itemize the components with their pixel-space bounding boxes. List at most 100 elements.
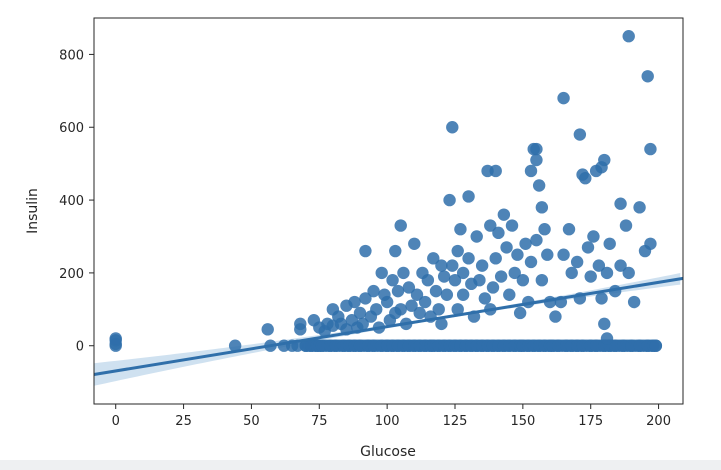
data-point — [448, 273, 462, 287]
data-point — [228, 339, 242, 352]
data-point — [503, 288, 516, 301]
data-point — [418, 295, 432, 309]
data-point — [619, 219, 633, 232]
data-point — [549, 310, 562, 323]
data-point — [627, 295, 641, 309]
data-point — [557, 91, 570, 105]
data-point — [473, 273, 486, 287]
data-point — [579, 172, 592, 185]
data-point — [478, 292, 492, 305]
data-point — [353, 306, 367, 320]
x-tick-label: 75 — [311, 414, 328, 429]
data-point — [497, 208, 511, 221]
x-tick-label: 50 — [243, 414, 260, 429]
data-point — [641, 70, 654, 83]
data-point — [592, 259, 606, 272]
data-point — [530, 142, 543, 156]
data-point — [562, 223, 576, 236]
data-point — [435, 259, 448, 272]
data-point — [397, 266, 410, 280]
plot-frame — [93, 17, 684, 405]
data-point — [475, 259, 489, 272]
y-axis-ticks: 0 200 400 600 800 — [59, 48, 94, 355]
data-point — [446, 121, 459, 134]
data-point — [603, 237, 616, 250]
data-points — [109, 30, 663, 352]
data-point — [595, 292, 608, 305]
data-point — [109, 332, 122, 345]
y-tick-label: 800 — [59, 48, 84, 63]
data-point — [614, 197, 627, 210]
data-point — [622, 266, 635, 280]
data-point — [489, 164, 502, 178]
data-point — [492, 226, 505, 240]
data-point — [456, 266, 470, 280]
regression-line — [93, 276, 684, 376]
data-point — [389, 244, 402, 258]
data-point — [359, 244, 372, 258]
x-tick-label: 125 — [443, 414, 468, 429]
y-axis-title: Insulin — [25, 188, 41, 234]
data-point — [614, 259, 627, 272]
data-point — [505, 219, 519, 232]
data-point — [432, 303, 445, 316]
data-point — [394, 303, 407, 316]
data-point — [581, 241, 595, 254]
data-point — [454, 223, 467, 236]
data-point — [410, 288, 424, 301]
data-point — [421, 273, 435, 287]
data-point — [380, 295, 394, 309]
x-tick-label: 100 — [375, 414, 400, 429]
data-point — [508, 266, 521, 280]
x-tick-label: 0 — [112, 414, 120, 429]
data-point — [462, 190, 475, 203]
data-point — [386, 273, 399, 287]
data-point — [429, 284, 443, 298]
data-point — [644, 142, 657, 156]
data-point — [348, 295, 361, 309]
data-point — [405, 299, 418, 312]
data-point — [535, 201, 549, 214]
data-point — [413, 306, 426, 320]
data-point — [402, 281, 416, 294]
data-point — [530, 153, 543, 167]
data-point — [644, 237, 657, 250]
data-point — [261, 323, 274, 336]
data-point — [446, 259, 459, 272]
data-point — [633, 201, 646, 214]
data-point — [513, 306, 527, 320]
data-point — [573, 128, 587, 141]
x-tick-label: 150 — [510, 414, 535, 429]
data-point — [516, 273, 530, 287]
data-point — [532, 179, 546, 192]
data-point — [462, 252, 475, 265]
data-point — [443, 193, 456, 207]
y-tick-label: 200 — [59, 267, 84, 282]
data-point — [394, 219, 407, 232]
data-point — [437, 270, 451, 283]
x-tick-label: 200 — [646, 414, 671, 429]
y-tick-label: 600 — [59, 121, 84, 136]
data-point — [440, 288, 454, 301]
data-point — [451, 303, 464, 316]
x-axis-ticks: 0 25 50 75 100 125 150 175 200 — [112, 404, 671, 429]
x-tick-label: 175 — [578, 414, 603, 429]
data-point — [359, 292, 372, 305]
data-point — [370, 303, 383, 316]
data-point — [367, 284, 380, 298]
data-point — [587, 230, 600, 243]
data-point — [427, 252, 440, 265]
data-point — [470, 230, 483, 243]
data-point — [530, 233, 543, 247]
data-point — [489, 252, 502, 265]
data-point — [435, 317, 448, 331]
data-point — [356, 317, 369, 331]
y-tick-label: 400 — [59, 194, 84, 209]
data-point — [584, 270, 597, 283]
x-tick-label: 25 — [175, 414, 192, 429]
data-point — [600, 266, 614, 280]
data-point — [565, 266, 578, 280]
data-point — [622, 30, 635, 43]
data-point — [456, 288, 470, 301]
